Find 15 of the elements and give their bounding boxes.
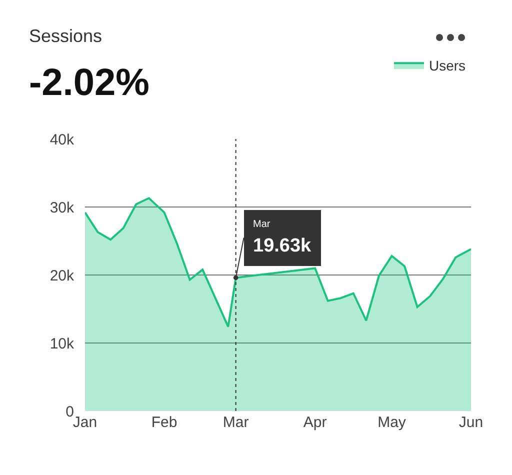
y-tick-label: 40k (50, 131, 74, 148)
chart-subtitle: -2.02% (29, 62, 150, 105)
annotation: Mar 19.63k (253, 219, 312, 257)
x-tick-label: May (378, 414, 406, 431)
y-tick-label: 20k (50, 267, 74, 284)
y-tick-label: 0 (66, 403, 74, 420)
x-tick-label: Jan (72, 414, 98, 431)
y-tick-label: 30k (50, 199, 74, 216)
x-tick-label: Jun (458, 414, 484, 431)
legend-label: Users (429, 58, 466, 74)
x-tick-label: Mar (222, 414, 249, 431)
x-tick-label: Feb (151, 414, 178, 431)
chart-title: Sessions (29, 26, 102, 47)
y-tick-label: 10k (50, 335, 74, 352)
x-tick-label: Apr (303, 414, 327, 431)
